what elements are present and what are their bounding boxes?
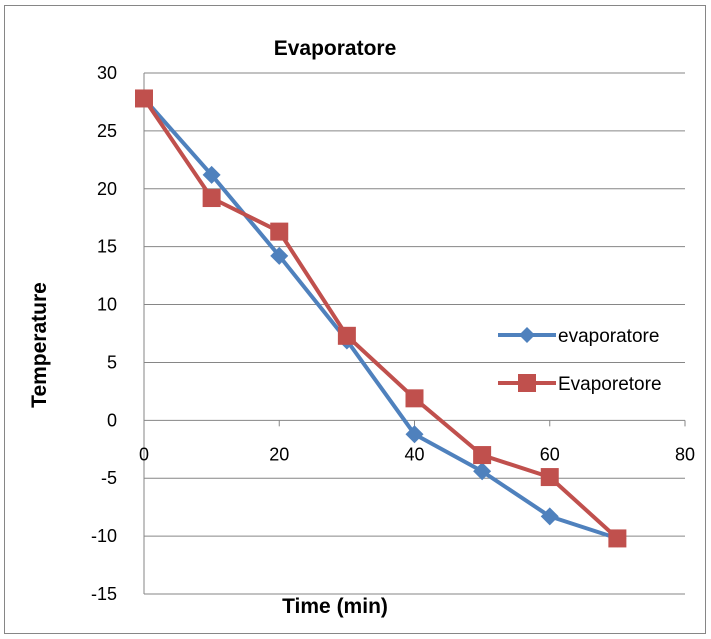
data-point: [202, 189, 221, 208]
x-tick-label: 40: [404, 444, 424, 464]
y-tick-label: 30: [97, 63, 117, 83]
series-line-0: [142, 97, 619, 541]
x-tick-labels: 0 20 40 60 80: [139, 444, 695, 464]
y-tick-label: -15: [91, 584, 117, 604]
y-tick-label: 15: [97, 237, 117, 257]
series-line-1: [142, 97, 619, 540]
y-axis-title: Temperature: [28, 282, 51, 408]
y-tick-label: 20: [97, 179, 117, 199]
data-point: [270, 222, 289, 241]
y-tick-label: 10: [97, 295, 117, 315]
y-tick-label: 5: [107, 352, 117, 372]
data-point: [337, 326, 356, 345]
chart-title: Evaporatore: [274, 37, 397, 60]
legend-item-evaporatore: evaporatore: [498, 326, 659, 347]
x-tick-label: 80: [675, 444, 695, 464]
legend-item-evaporetore: Evaporetore: [498, 374, 662, 395]
y-tick-label: 25: [97, 121, 117, 141]
legend-marker-evaporatore: [519, 327, 535, 343]
legend: evaporatore Evaporetore: [498, 326, 662, 395]
y-tick-label: -5: [101, 468, 117, 488]
x-tick-label: 60: [540, 444, 560, 464]
data-point: [540, 507, 559, 526]
legend-marker-evaporetore: [518, 374, 536, 392]
data-point: [135, 89, 153, 108]
gridlines: [144, 72, 685, 595]
y-tick-label: 0: [107, 410, 117, 430]
legend-label-evaporetore: Evaporetore: [558, 374, 662, 395]
data-point: [473, 446, 492, 465]
series-markers: [135, 89, 627, 548]
data-point: [405, 389, 424, 408]
legend-label-evaporatore: evaporatore: [558, 326, 659, 347]
data-point: [270, 246, 289, 265]
series-lines: [142, 97, 619, 541]
data-point: [540, 468, 559, 487]
y-tick-label: -10: [91, 526, 117, 546]
data-point: [405, 425, 424, 444]
x-tick-label: 0: [139, 444, 149, 464]
x-axis-title: Time (min): [282, 595, 388, 618]
data-point: [608, 529, 627, 548]
data-point: [202, 165, 221, 184]
data-point: [473, 462, 492, 481]
x-tick-label: 20: [269, 444, 289, 464]
y-tick-labels: 30 25 20 15 10 5 0 -5 -10 -15: [91, 63, 117, 604]
